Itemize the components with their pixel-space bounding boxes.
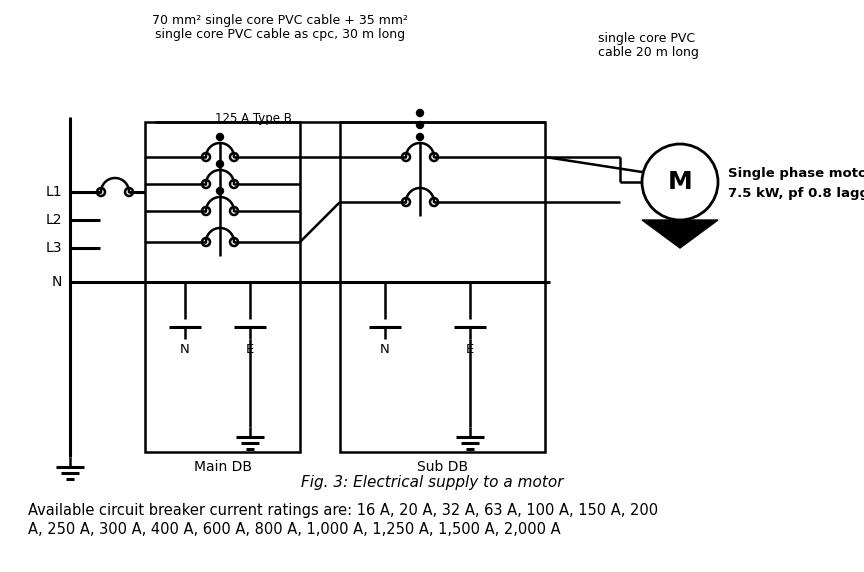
Circle shape [416,109,423,117]
Text: Single phase motor at: Single phase motor at [728,168,864,181]
Text: L1: L1 [46,185,62,199]
Text: N: N [52,275,62,289]
Text: single core PVC: single core PVC [598,32,696,45]
Circle shape [217,133,224,141]
Circle shape [416,121,423,129]
Bar [145,122,300,452]
Text: L2: L2 [46,213,62,227]
Circle shape [217,161,224,168]
Text: A, 250 A, 300 A, 400 A, 600 A, 800 A, 1,000 A, 1,250 A, 1,500 A, 2,000 A: A, 250 A, 300 A, 400 A, 600 A, 800 A, 1,… [28,522,561,538]
Text: N: N [380,343,390,356]
Text: cable 20 m long: cable 20 m long [598,46,699,59]
Polygon shape [642,220,718,248]
Circle shape [416,133,423,141]
Text: N: N [180,343,190,356]
Circle shape [217,188,224,194]
Text: Main DB: Main DB [194,460,251,474]
Text: Available circuit breaker current ratings are: 16 A, 20 A, 32 A, 63 A, 100 A, 15: Available circuit breaker current rating… [28,502,658,518]
Text: 70 mm² single core PVC cable + 35 mm²: 70 mm² single core PVC cable + 35 mm² [152,14,408,27]
Text: 125 A Type B: 125 A Type B [215,112,292,125]
Text: M: M [668,170,692,194]
Text: 7.5 kW, pf 0.8 lagging: 7.5 kW, pf 0.8 lagging [728,188,864,201]
Bar [340,122,545,452]
Text: single core PVC cable as cpc, 30 m long: single core PVC cable as cpc, 30 m long [155,28,405,41]
Text: E: E [466,343,474,356]
Text: L3: L3 [46,241,62,255]
Text: E: E [246,343,254,356]
Text: Fig. 3: Electrical supply to a motor: Fig. 3: Electrical supply to a motor [301,475,563,490]
Text: Sub DB: Sub DB [417,460,468,474]
